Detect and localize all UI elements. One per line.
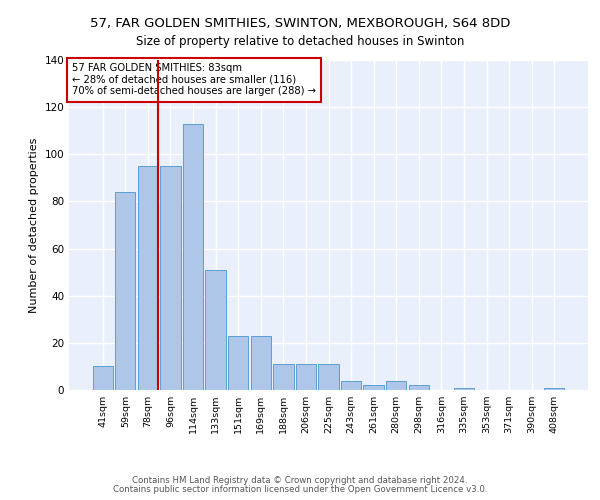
Bar [251, 336, 271, 390]
Bar [273, 364, 293, 390]
Bar [454, 388, 474, 390]
Bar [364, 386, 384, 390]
Bar [386, 380, 406, 390]
Bar [409, 386, 429, 390]
Text: Contains public sector information licensed under the Open Government Licence v3: Contains public sector information licen… [113, 485, 487, 494]
Bar [341, 380, 361, 390]
Bar [138, 166, 158, 390]
Bar [115, 192, 136, 390]
Text: 57 FAR GOLDEN SMITHIES: 83sqm
← 28% of detached houses are smaller (116)
70% of : 57 FAR GOLDEN SMITHIES: 83sqm ← 28% of d… [71, 64, 316, 96]
Text: Size of property relative to detached houses in Swinton: Size of property relative to detached ho… [136, 35, 464, 48]
Bar [319, 364, 338, 390]
Bar [183, 124, 203, 390]
Bar [160, 166, 181, 390]
Text: 57, FAR GOLDEN SMITHIES, SWINTON, MEXBOROUGH, S64 8DD: 57, FAR GOLDEN SMITHIES, SWINTON, MEXBOR… [90, 18, 510, 30]
Y-axis label: Number of detached properties: Number of detached properties [29, 138, 39, 312]
Bar [296, 364, 316, 390]
Bar [205, 270, 226, 390]
Text: Contains HM Land Registry data © Crown copyright and database right 2024.: Contains HM Land Registry data © Crown c… [132, 476, 468, 485]
Bar [228, 336, 248, 390]
Bar [92, 366, 113, 390]
Bar [544, 388, 565, 390]
